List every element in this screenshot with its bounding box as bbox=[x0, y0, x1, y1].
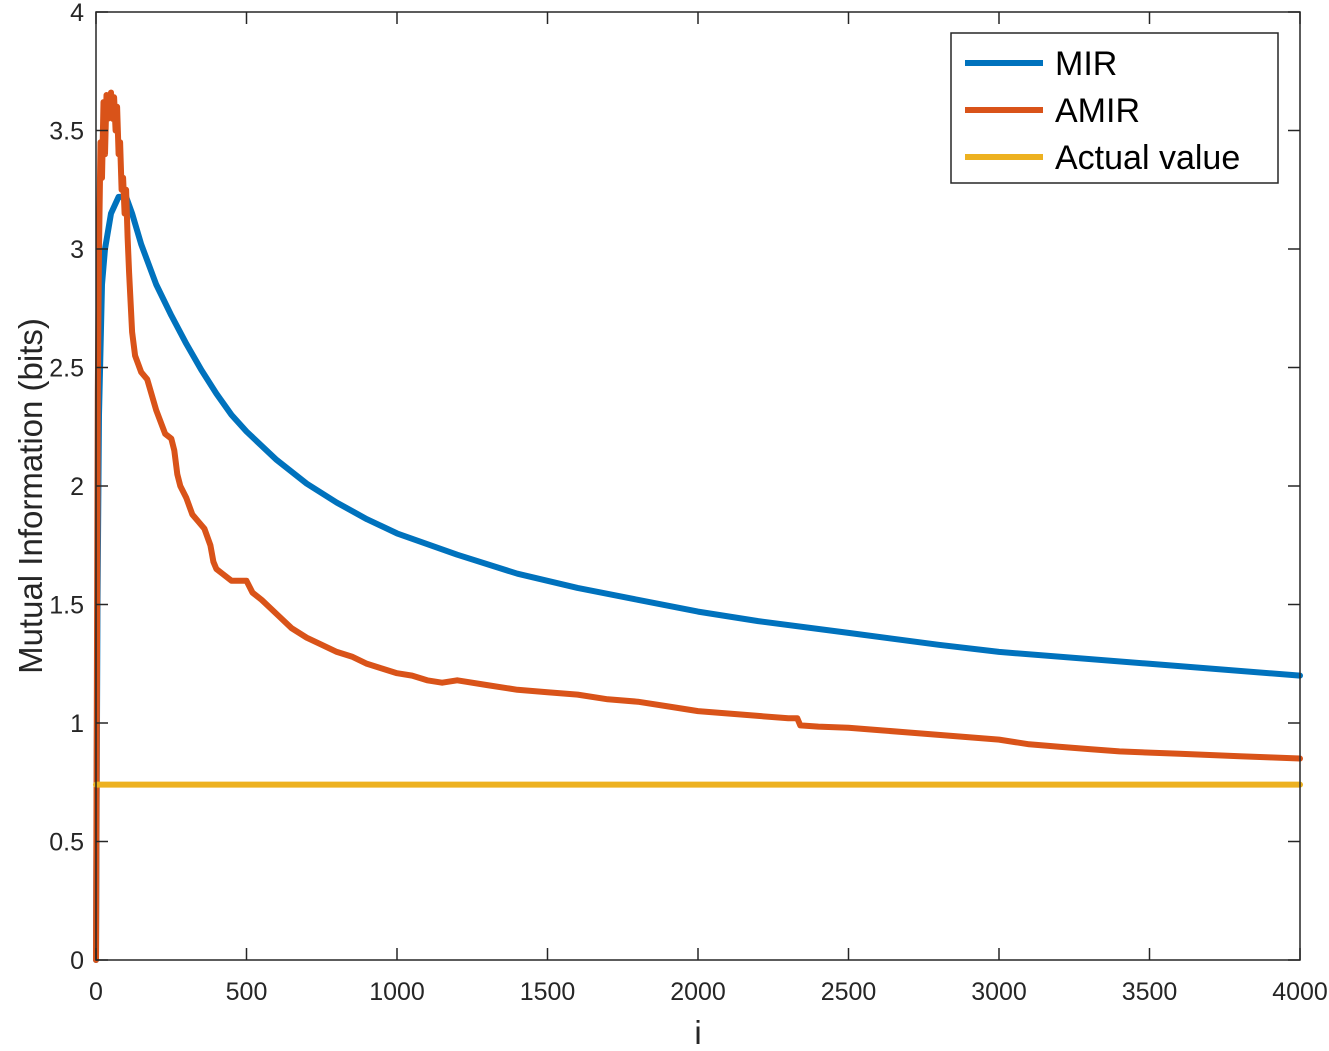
y-tick-label: 3 bbox=[70, 236, 84, 264]
y-tick-label: 0.5 bbox=[49, 829, 84, 857]
y-tick-label: 3.5 bbox=[49, 118, 84, 146]
legend-label-actual-value: Actual value bbox=[1055, 139, 1240, 177]
x-tick-label: 1500 bbox=[520, 978, 576, 1006]
series-line-amir bbox=[93, 89, 1303, 963]
y-tick-label: 4 bbox=[70, 0, 84, 27]
legend-entries: MIR AMIR Actual value bbox=[965, 45, 1240, 177]
legend: MIR AMIR Actual value bbox=[950, 32, 1279, 184]
x-tick-label: 4000 bbox=[1272, 978, 1328, 1006]
y-tick-label: 1.5 bbox=[49, 592, 84, 620]
x-axis-title: i bbox=[694, 1014, 701, 1051]
y-tick-label: 0 bbox=[70, 947, 84, 975]
y-tick-label: 1 bbox=[70, 710, 84, 738]
y-tick-label: 2 bbox=[70, 473, 84, 501]
x-tick-label: 2500 bbox=[821, 978, 877, 1006]
x-tick-label: 2000 bbox=[670, 978, 726, 1006]
series-line-mir bbox=[93, 193, 1303, 963]
x-tick-label: 3000 bbox=[971, 978, 1027, 1006]
plot-series-group bbox=[93, 89, 1303, 963]
y-tick-label: 2.5 bbox=[49, 355, 84, 383]
x-tick-label: 0 bbox=[89, 978, 103, 1006]
legend-label-mir: MIR bbox=[1055, 45, 1117, 83]
y-axis-title: Mutual Information (bits) bbox=[12, 318, 49, 674]
legend-label-amir: AMIR bbox=[1055, 92, 1140, 130]
x-tick-label: 1000 bbox=[369, 978, 425, 1006]
x-axis-ticks: 0 500 1000 1500 2000 2500 3000 3500 4000 bbox=[89, 12, 1328, 1006]
y-axis-ticks: 0 0.5 1 1.5 2 2.5 3 3.5 4 bbox=[49, 0, 1300, 975]
x-tick-label: 3500 bbox=[1122, 978, 1178, 1006]
x-tick-label: 500 bbox=[226, 978, 268, 1006]
